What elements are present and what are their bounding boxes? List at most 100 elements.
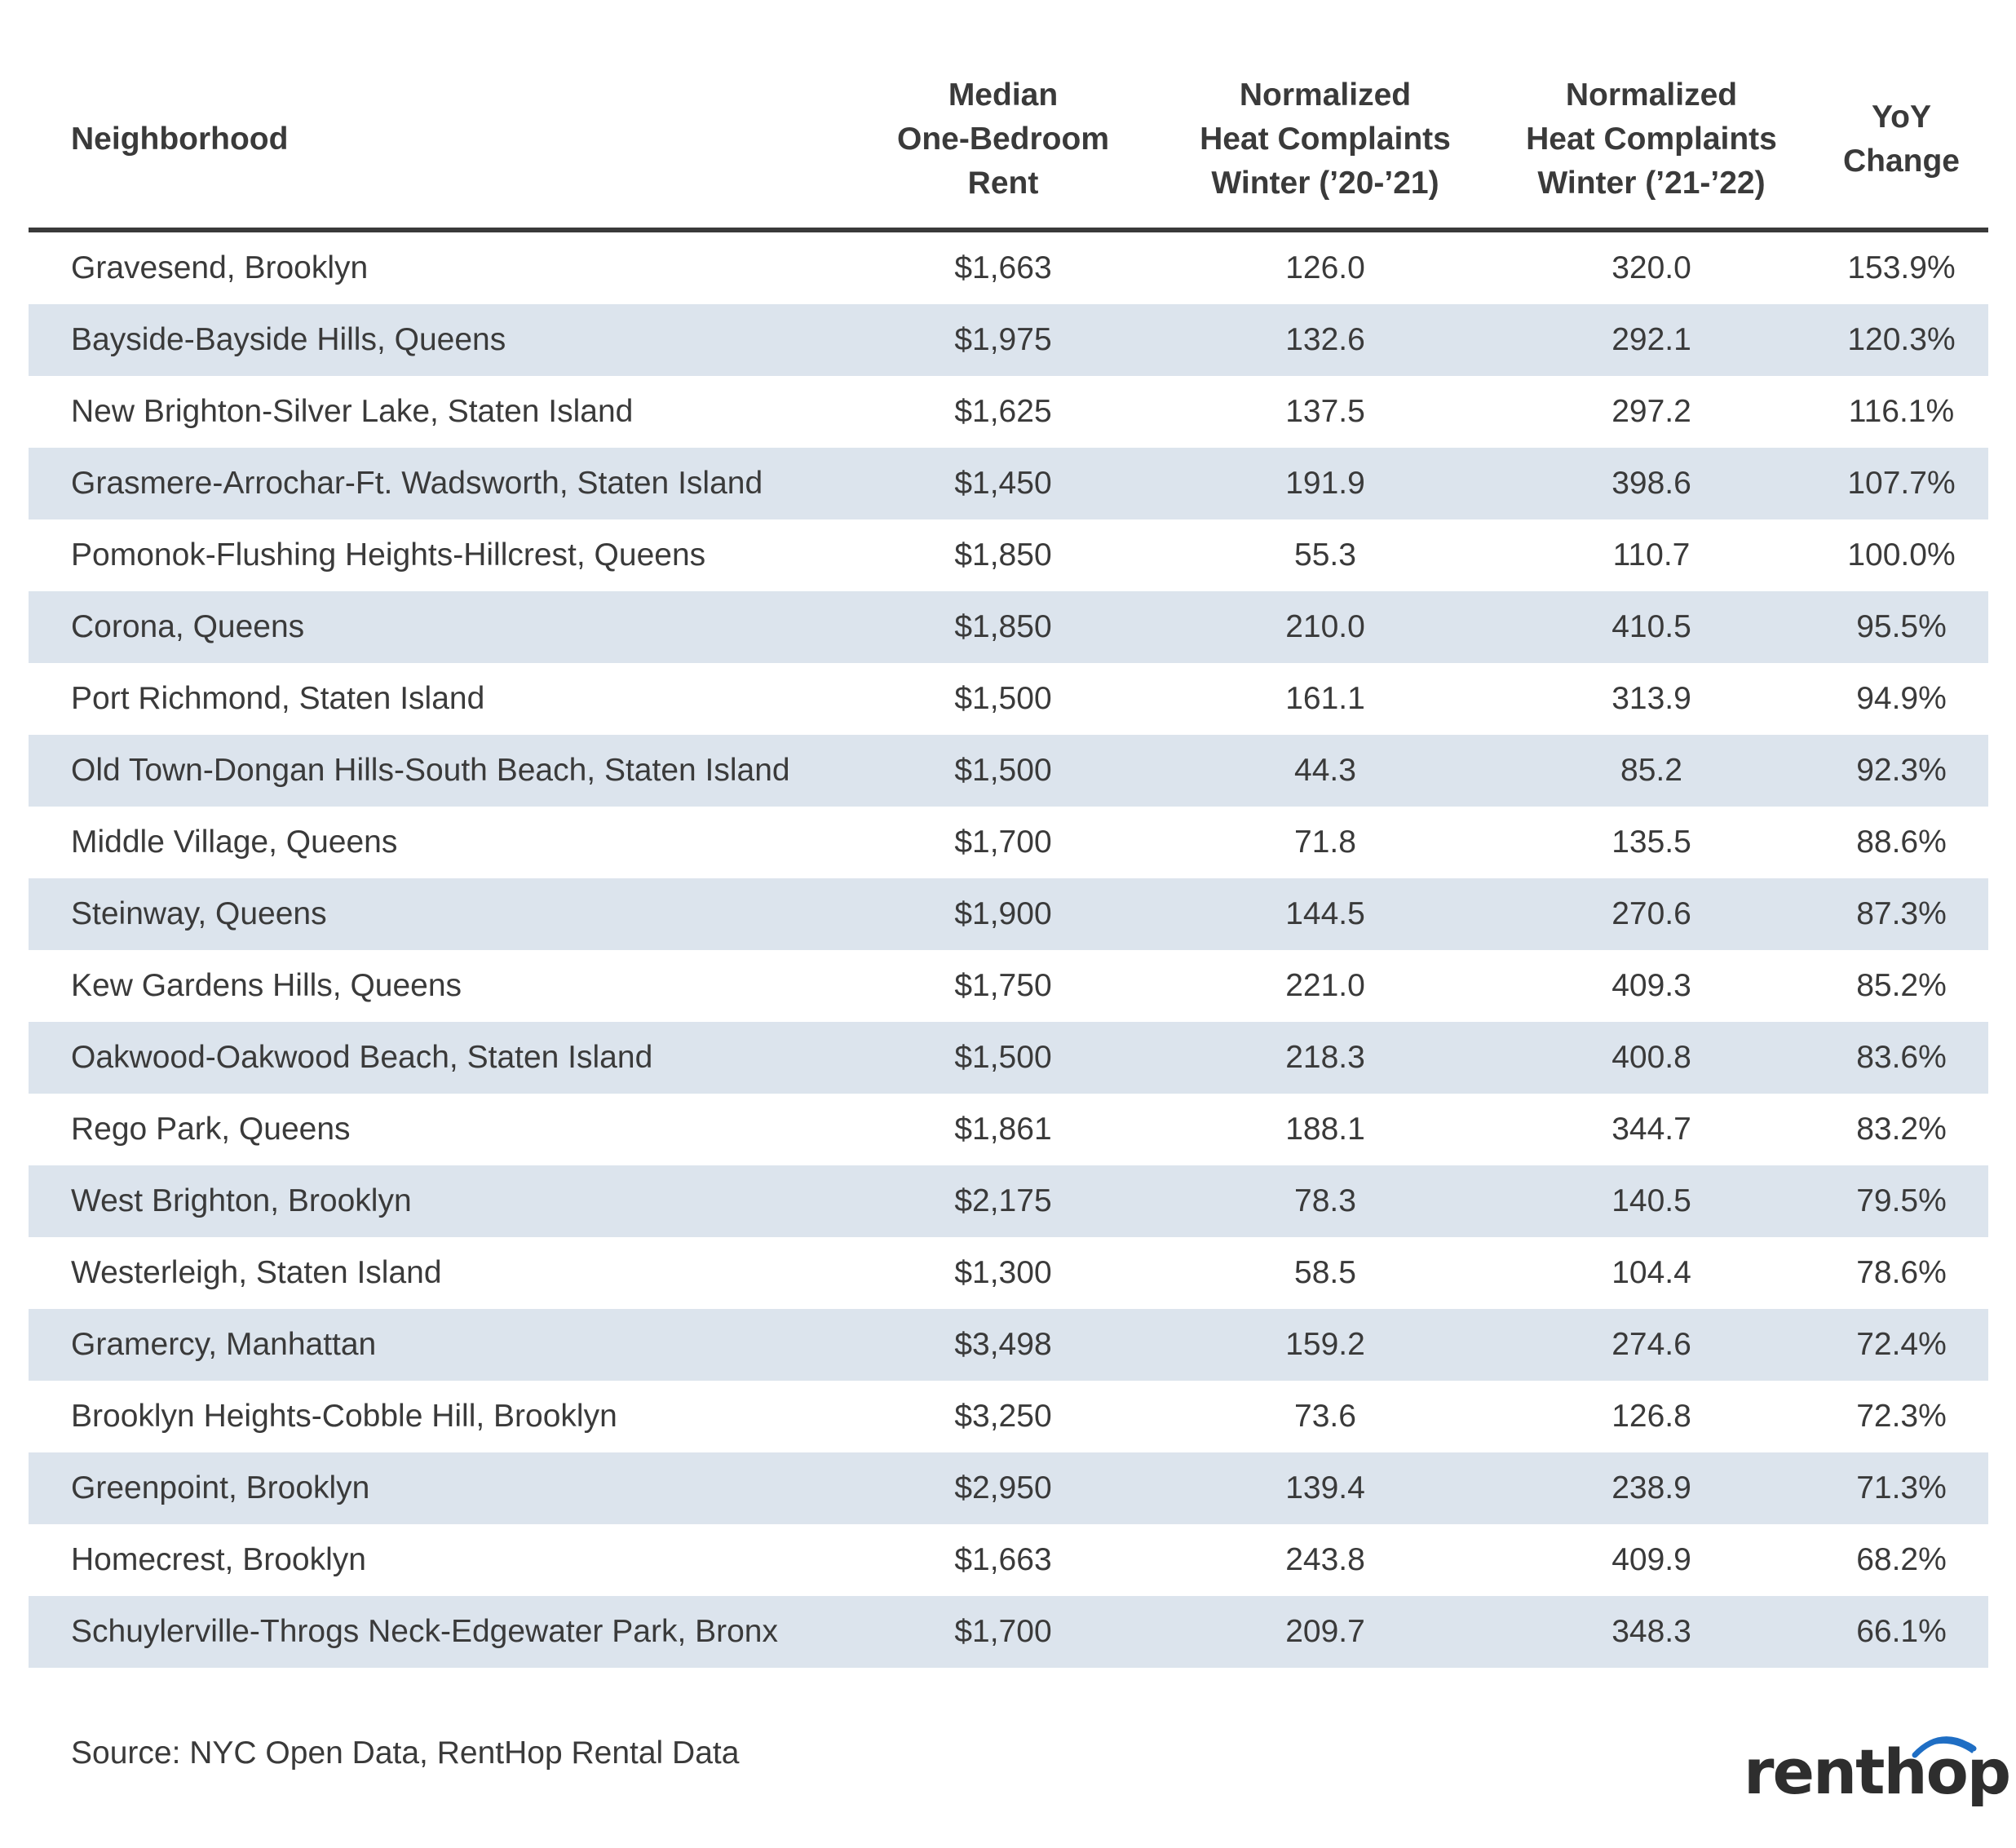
rent-cell: $1,663 [954,1542,1052,1577]
neighborhood-cell: Westerleigh, Staten Island [71,1255,442,1290]
complaints-2021-22-cell: 126.8 [1611,1399,1691,1434]
neighborhood-cell: Pomonok-Flushing Heights-Hillcrest, Quee… [71,537,706,573]
complaints-2021-22-cell: 292.1 [1488,304,1815,376]
table-row: Kew Gardens Hills, Queens $1,750 221.0 409.… [29,950,1988,1022]
rent-cell: $1,700 [844,1596,1162,1668]
yoy-change-cell: 68.2% [1856,1542,1947,1577]
complaints-2020-21-cell: 137.5 [1285,394,1365,429]
rent-cell: $1,500 [844,1022,1162,1094]
neighborhood-cell: New Brighton-Silver Lake, Staten Island [71,394,634,429]
yoy-change-cell: 72.3% [1856,1399,1947,1434]
table-row: Grasmere-Arrochar-Ft. Wadsworth, Staten … [29,448,1988,519]
header-neighborhood: Neighborhood [29,51,844,232]
table-row: Schuylerville-Throgs Neck-Edgewater Park… [29,1596,1988,1668]
yoy-change-cell: 107.7% [1815,448,1988,519]
neighborhood-cell: Port Richmond, Staten Island [71,681,485,716]
renthop-logo: renthop [1744,1735,2011,1808]
table-row: Brooklyn Heights-Cobble Hill, Brooklyn $3… [29,1381,1988,1452]
rent-cell: $1,975 [844,304,1162,376]
yoy-change-cell: 71.3% [1815,1452,1988,1524]
complaints-2021-22-cell: 104.4 [1611,1255,1691,1290]
neighborhood-cell: Bayside-Bayside Hills, Queens [29,304,844,376]
complaints-2021-22-cell: 297.2 [1611,394,1691,429]
header-line: Median [948,77,1059,113]
neighborhood-cell: Steinway, Queens [29,878,844,950]
table-row: Rego Park, Queens $1,861 188.1 344.7 83.2% [29,1094,1988,1165]
yoy-change-cell: 92.3% [1815,735,1988,807]
complaints-2020-21-cell: 71.8 [1294,825,1356,860]
table-header: Neighborhood Median One-Bedroom Rent Normali… [29,51,1988,232]
complaints-2021-22-cell: 140.5 [1488,1165,1815,1237]
table-row: New Brighton-Silver Lake, Staten Island $… [29,376,1988,448]
table-row: Middle Village, Queens $1,700 71.8 135.5 88.… [29,807,1988,878]
complaints-2020-21-cell: 191.9 [1162,448,1488,519]
neighborhood-cell: Middle Village, Queens [71,825,398,860]
header-row: Neighborhood Median One-Bedroom Rent Normali… [29,51,1988,232]
neighborhood-cell: Gravesend, Brooklyn [71,250,369,285]
table-row: Westerleigh, Staten Island $1,300 58.5 104.… [29,1237,1988,1309]
complaints-2021-22-cell: 409.3 [1611,968,1691,1003]
complaints-2020-21-cell: 78.3 [1162,1165,1488,1237]
neighborhood-cell: Greenpoint, Brooklyn [29,1452,844,1524]
neighborhood-cell: Homecrest, Brooklyn [71,1542,366,1577]
complaints-2020-21-cell: 159.2 [1162,1309,1488,1381]
yoy-change-cell: 153.9% [1847,250,1956,285]
rent-cell: $3,250 [954,1399,1052,1434]
yoy-change-cell: 79.5% [1815,1165,1988,1237]
complaints-2020-21-cell: 73.6 [1294,1399,1356,1434]
rent-cell: $1,700 [954,825,1052,860]
complaints-2020-21-cell: 132.6 [1162,304,1488,376]
header-line: Heat Complaints [1526,121,1777,157]
table-row: Gravesend, Brooklyn $1,663 126.0 320.0 153.9… [29,230,1988,304]
table-row: Homecrest, Brooklyn $1,663 243.8 409.9 68.2% [29,1524,1988,1596]
yoy-change-cell: 85.2% [1856,968,1947,1003]
complaints-2020-21-cell: 209.7 [1162,1596,1488,1668]
rent-cell: $1,850 [844,591,1162,663]
yoy-change-cell: 95.5% [1815,591,1988,663]
rent-cell: $1,625 [954,394,1052,429]
header-median-rent: Median One-Bedroom Rent [844,51,1162,232]
complaints-2021-22-cell: 270.6 [1488,878,1815,950]
table-row: Steinway, Queens $1,900 144.5 270.6 87.3% [29,878,1988,950]
heat-complaints-table: Neighborhood Median One-Bedroom Rent Normali… [29,51,1988,1668]
neighborhood-cell: Gramercy, Manhattan [29,1309,844,1381]
rent-cell: $2,950 [844,1452,1162,1524]
table-row: Greenpoint, Brooklyn $2,950 139.4 238.9 71.3… [29,1452,1988,1524]
complaints-2021-22-cell: 110.7 [1612,537,1691,573]
yoy-change-cell: 116.1% [1848,394,1955,429]
neighborhood-cell: Oakwood-Oakwood Beach, Staten Island [29,1022,844,1094]
table-row: Gramercy, Manhattan $3,498 159.2 274.6 72.4% [29,1309,1988,1381]
complaints-2020-21-cell: 188.1 [1285,1112,1365,1147]
data-table-container: Neighborhood Median One-Bedroom Rent Normali… [29,51,1988,1668]
rent-cell: $1,900 [844,878,1162,950]
complaints-2020-21-cell: 144.5 [1162,878,1488,950]
rent-cell: $1,300 [954,1255,1052,1290]
complaints-2020-21-cell: 58.5 [1294,1255,1356,1290]
yoy-change-cell: 94.9% [1856,681,1947,716]
complaints-2020-21-cell: 55.3 [1294,537,1356,573]
rent-cell: $1,500 [954,681,1052,716]
complaints-2020-21-cell: 243.8 [1285,1542,1365,1577]
yoy-change-cell: 83.6% [1815,1022,1988,1094]
complaints-2020-21-cell: 221.0 [1285,968,1365,1003]
complaints-2020-21-cell: 210.0 [1162,591,1488,663]
header-complaints-2021-22: Normalized Heat Complaints Winter (’21-’22… [1488,51,1815,232]
rent-cell: $1,500 [844,735,1162,807]
complaints-2021-22-cell: 348.3 [1488,1596,1815,1668]
complaints-2021-22-cell: 344.7 [1611,1112,1691,1147]
complaints-2021-22-cell: 320.0 [1611,250,1691,285]
yoy-change-cell: 66.1% [1815,1596,1988,1668]
rent-cell: $3,498 [844,1309,1162,1381]
complaints-2021-22-cell: 398.6 [1488,448,1815,519]
yoy-change-cell: 83.2% [1856,1112,1947,1147]
complaints-2020-21-cell: 161.1 [1285,681,1365,716]
table-row: Pomonok-Flushing Heights-Hillcrest, Quee… [29,519,1988,591]
header-line: YoY [1872,99,1931,135]
neighborhood-cell: Old Town-Dongan Hills-South Beach, State… [29,735,844,807]
rent-cell: $1,663 [954,250,1052,285]
source-note: Source: NYC Open Data, RentHop Rental Da… [71,1735,740,1771]
complaints-2020-21-cell: 44.3 [1162,735,1488,807]
neighborhood-cell: Kew Gardens Hills, Queens [71,968,462,1003]
table-row: Corona, Queens $1,850 210.0 410.5 95.5% [29,591,1988,663]
renthop-logo-arc-icon [1912,1736,1977,1758]
